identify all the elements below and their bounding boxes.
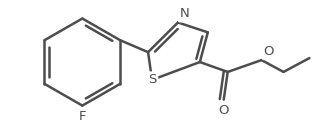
Text: F: F	[79, 110, 86, 122]
Text: O: O	[218, 104, 229, 117]
Text: S: S	[148, 73, 156, 86]
Text: N: N	[180, 8, 190, 20]
Text: O: O	[263, 45, 274, 58]
